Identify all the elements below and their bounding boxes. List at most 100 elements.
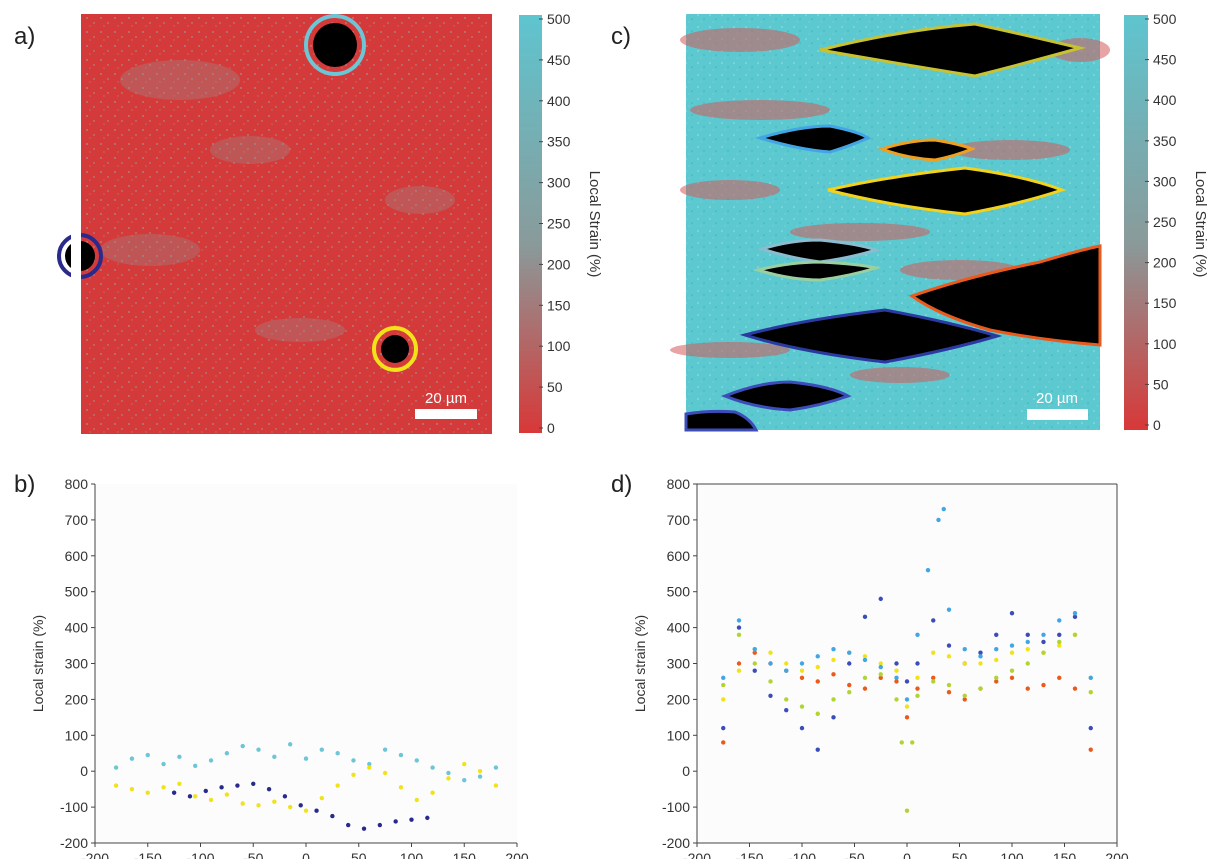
chart-d-point-s2 (978, 661, 983, 666)
chart-d-point-s2 (768, 650, 773, 655)
chart-d-point-s2 (915, 675, 920, 681)
void-c-4 (827, 166, 1067, 216)
chart-d-y-tick-label: 800 (667, 476, 691, 492)
chart-d-point-s0 (1088, 747, 1093, 752)
chart-d-point-s4 (721, 675, 726, 681)
chart-b-y-tick-label: 0 (80, 763, 88, 779)
chart-b-point-s0 (414, 758, 419, 763)
chart-d-point-s1 (1009, 611, 1015, 616)
chart-d-point-s1 (894, 661, 899, 666)
void-a-right (381, 335, 409, 363)
chart-d-point-s3 (815, 711, 820, 716)
chart-d-point-s2 (815, 664, 820, 670)
chart-d-x-tick-label: 50 (952, 850, 968, 859)
chart-d-point-s2 (946, 654, 952, 659)
chart-d-y-tick-label: 300 (667, 656, 691, 672)
chart-d-point-s0 (847, 682, 852, 688)
chart-d-y-tick-label: -200 (662, 835, 690, 851)
void-a-top (313, 23, 357, 67)
colorbar-c-tick-label: 400 (1153, 92, 1177, 108)
chart-b-point-s1 (177, 781, 182, 786)
chart-d-point-s0 (931, 675, 936, 681)
chart-b-x-tick-label: -200 (81, 850, 109, 859)
chart-d-point-s0 (831, 672, 836, 677)
chart-b-point-s1 (493, 783, 499, 788)
chart-b-x-tick-label: 150 (453, 850, 477, 859)
chart-d-x-tick-label: 150 (1053, 850, 1077, 859)
colorbar-a-tick-label: 50 (547, 379, 563, 395)
chart-d-point-s1 (978, 650, 983, 655)
chart-b-point-s1 (351, 772, 356, 777)
chart-b-point-s1 (398, 785, 404, 790)
chart-d-x-tick-label: -100 (788, 850, 816, 859)
chart-d-y-tick-label: 600 (667, 548, 691, 564)
chart-d-x-tick-label: 0 (903, 850, 911, 859)
chart-d-point-s3 (862, 675, 868, 681)
chart-d-point-s0 (736, 661, 742, 666)
chart-d-point-s4 (915, 632, 920, 637)
colorbar-a-tick-label: 300 (547, 175, 571, 191)
chart-d-point-s3 (946, 682, 952, 688)
chart-b-point-s1 (367, 765, 372, 770)
chart-d-point-s4 (1088, 675, 1093, 681)
chart-b-y-tick-label: 500 (65, 584, 89, 600)
chart-d-x-tick-label: 200 (1105, 850, 1129, 859)
chart-d-point-s3 (768, 679, 773, 684)
chart-d-point-s1 (862, 614, 868, 620)
chart-d-point-s4 (946, 607, 952, 612)
chart-d-point-s1 (994, 632, 999, 637)
chart-b-point-s1 (477, 769, 483, 774)
chart-b-point-s0 (446, 770, 451, 776)
scale-bar-c (1027, 409, 1088, 420)
strain-map-a-texture (100, 60, 455, 342)
chart-d-point-s0 (962, 697, 967, 702)
chart-d-point-s1 (721, 725, 726, 731)
chart-b-point-s2 (251, 781, 256, 786)
colorbar-a-tick-label: 400 (547, 93, 571, 109)
chart-d-point-s3 (1009, 668, 1015, 673)
chart-d-point-s1 (878, 596, 883, 602)
chart-d-y-tick-label: 0 (682, 763, 690, 779)
chart-b-point-s0 (351, 758, 356, 763)
chart-d-point-s1 (799, 725, 805, 731)
chart-d-point-s3 (899, 740, 904, 745)
chart-d-point-s2 (878, 661, 883, 666)
chart-d-point-s3 (721, 682, 726, 688)
void-a-top-outline (304, 14, 366, 76)
chart-d-point-s4 (894, 675, 899, 681)
chart-b-point-s1 (224, 792, 230, 797)
chart-d-point-s3 (915, 693, 920, 699)
chart-b-plot-area (95, 484, 517, 843)
chart-d-point-s2 (862, 654, 868, 659)
colorbar-c-tick-label: 500 (1153, 11, 1177, 27)
colorbar-c-tick-label: 50 (1153, 376, 1169, 392)
chart-b-point-s0 (145, 752, 150, 758)
chart-b-point-s2 (187, 794, 193, 799)
chart-d-point-s4 (736, 618, 742, 623)
chart-b-point-s1 (113, 783, 119, 788)
colorbar-a-tick-label: 350 (547, 134, 571, 150)
chart-b-point-s0 (398, 752, 404, 758)
chart-d-point-s2 (1025, 646, 1030, 652)
chart-d-point-s3 (962, 693, 967, 699)
colorbar-c-tick-label: 150 (1153, 295, 1177, 311)
chart-b-point-s1 (414, 797, 419, 803)
colorbar-a-tick-label: 150 (547, 297, 571, 313)
strain-map-a: 20 µm (57, 14, 492, 434)
chart-b-y-tick-label: 400 (65, 620, 89, 636)
chart-b-point-s2 (377, 822, 383, 828)
chart-d-point-s1 (1072, 614, 1078, 620)
chart-b-point-s2 (171, 790, 177, 795)
chart-d-point-s2 (831, 657, 836, 663)
chart-d-point-s1 (768, 693, 773, 699)
chart-b-point-s0 (177, 754, 182, 760)
chart-d-point-s0 (878, 675, 883, 681)
void-a-right-outline (372, 326, 418, 372)
chart-d-point-s4 (962, 646, 967, 652)
chart-b-y-tick-label: 100 (65, 727, 89, 743)
chart-b-point-s0 (193, 763, 198, 769)
chart-b-point-s0 (113, 765, 119, 770)
chart-d-y-tick-label: 500 (667, 584, 691, 600)
